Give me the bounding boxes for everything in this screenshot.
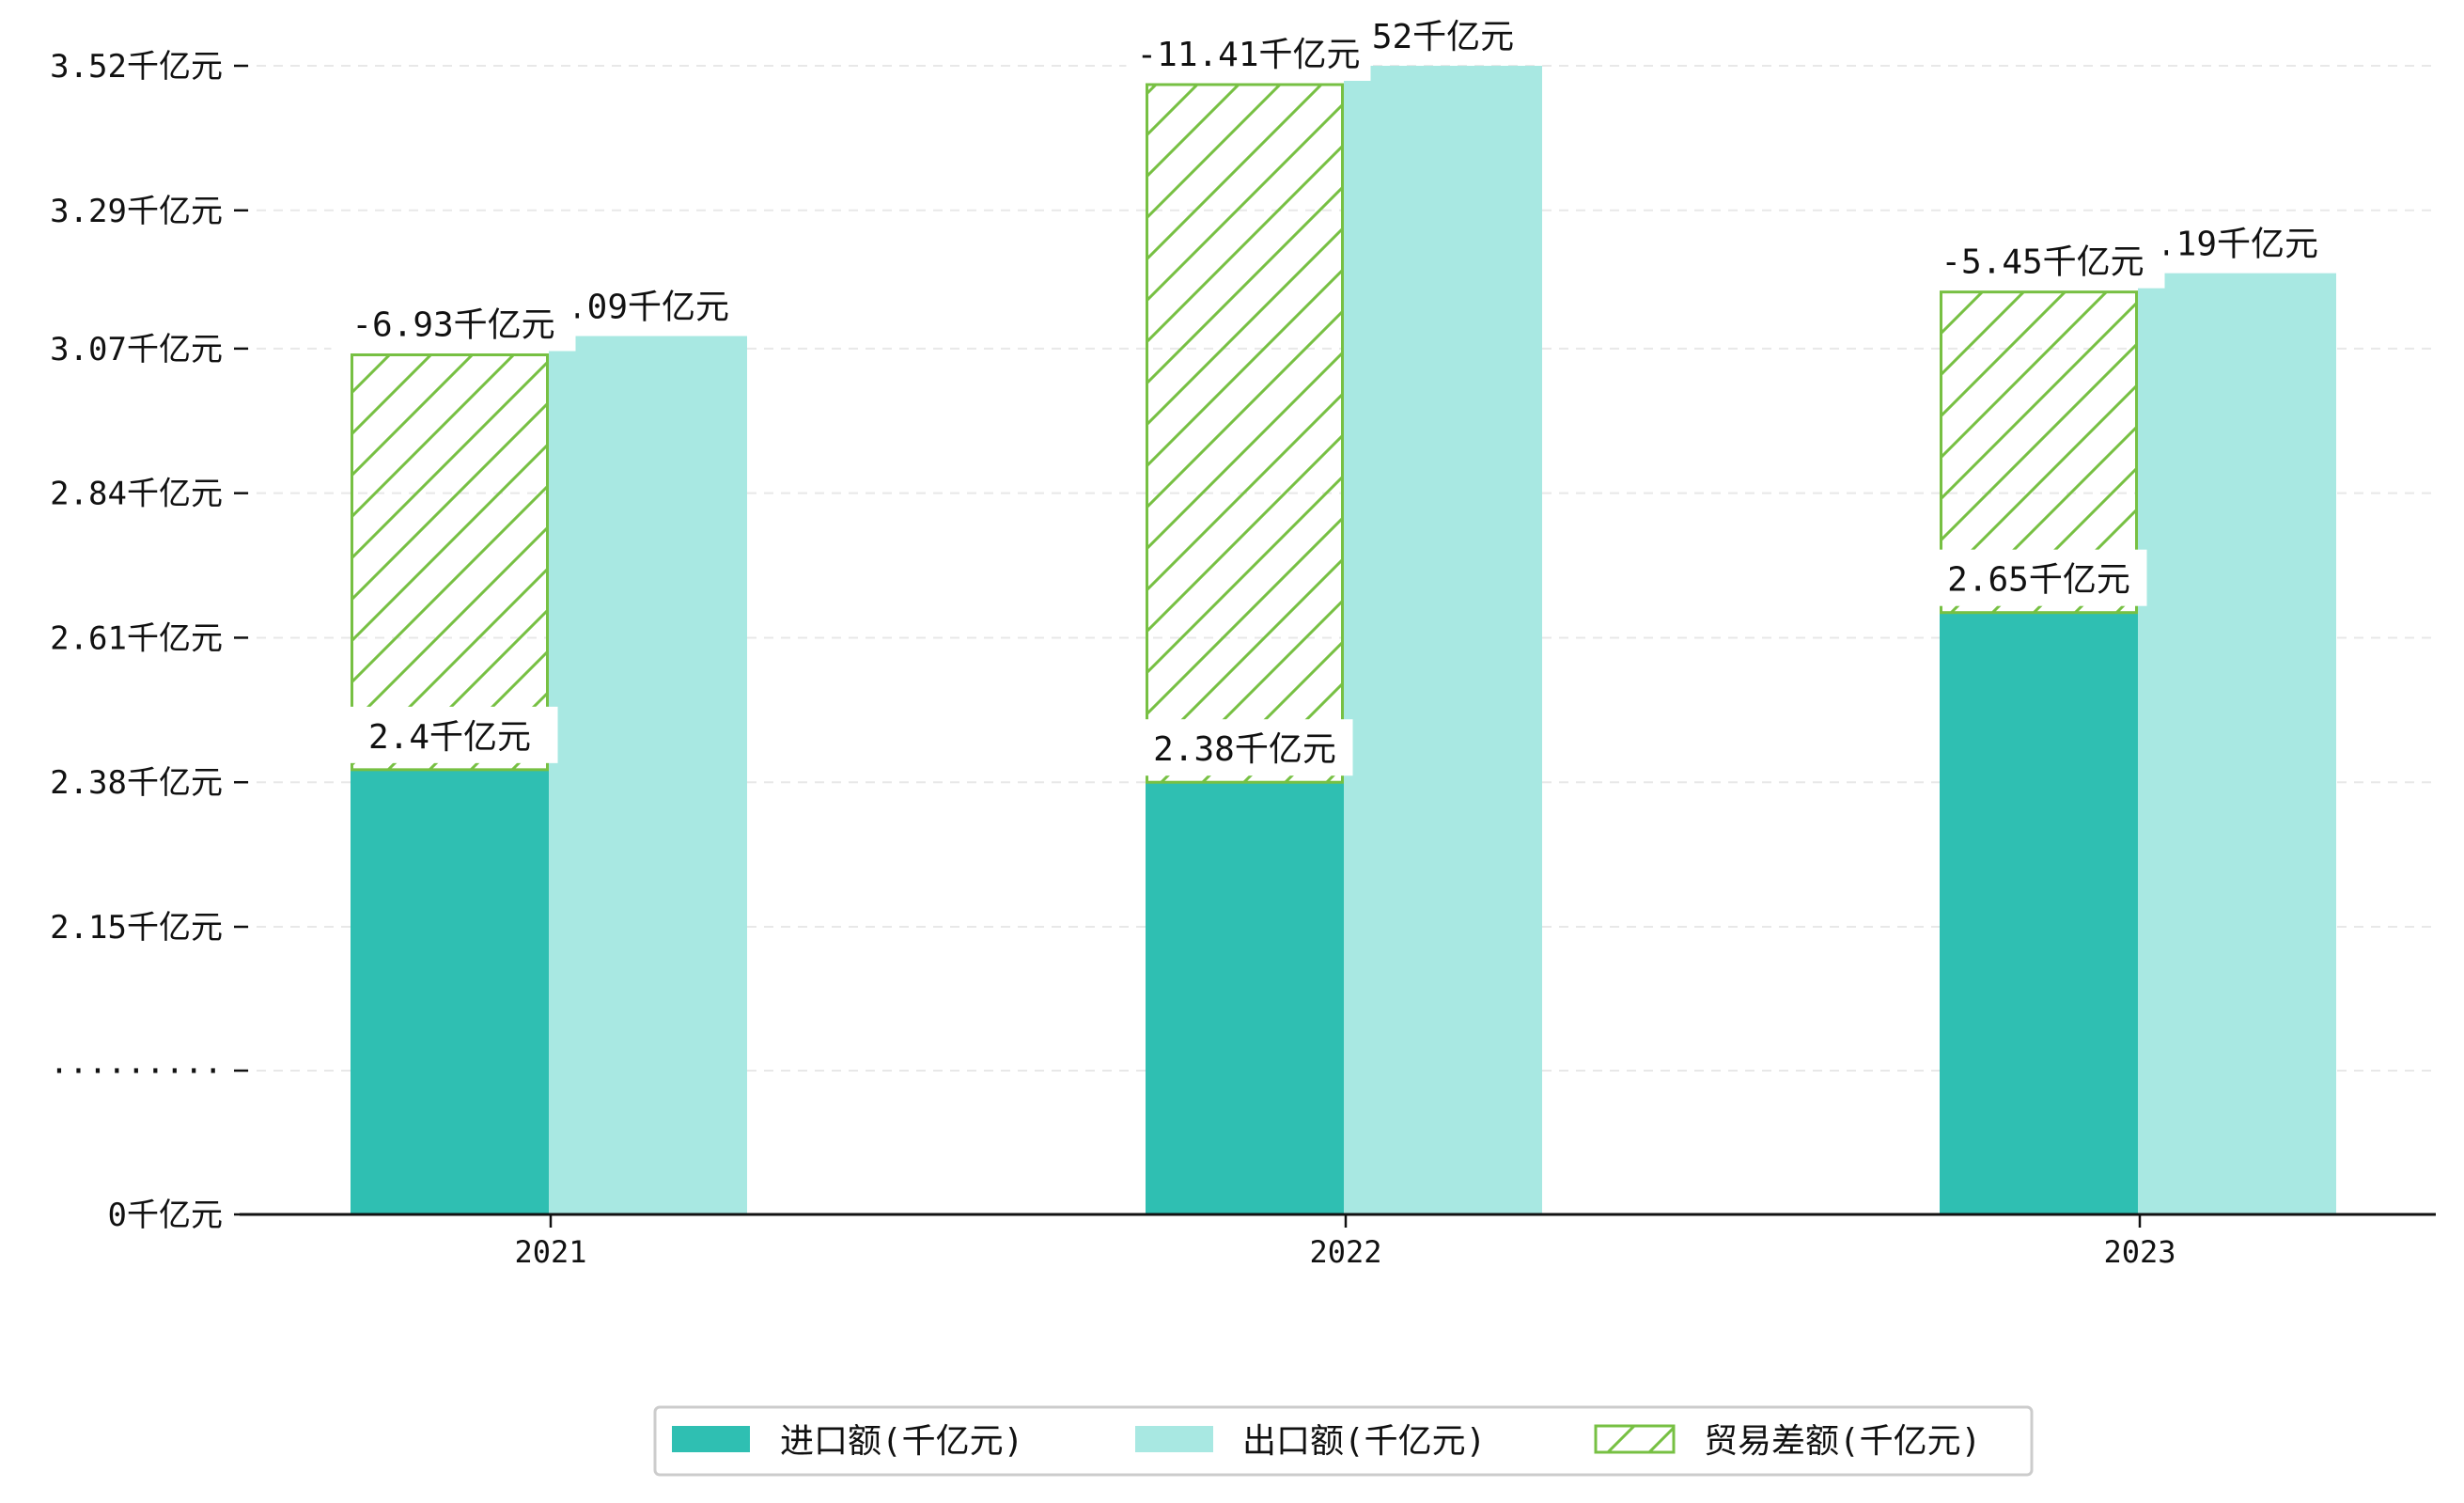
x-tick-label: 2023 (2103, 1234, 2175, 1270)
import-value-label-box (341, 706, 558, 763)
export-bar (1344, 66, 1542, 1214)
export-value-label: .19千亿元 (2156, 226, 2318, 264)
export-bar (2138, 273, 2336, 1214)
y-tick-label: 3.29千亿元 (50, 193, 223, 230)
legend-export-swatch (1135, 1426, 1213, 1452)
trade-balance-bar (1146, 83, 1344, 784)
balance-value-label-box (331, 294, 576, 352)
legend-balance-label: 贸易差额(千亿元) (1704, 1422, 1981, 1461)
y-tick-label: 2.84千亿元 (50, 476, 223, 513)
balance-value-label: -5.45千亿元 (1941, 243, 2144, 282)
balance-value-label-box (1126, 24, 1371, 81)
legend-frame (653, 1405, 2034, 1477)
y-tick-label: ········· (50, 1053, 223, 1090)
export-value-label-box (1349, 7, 1537, 63)
y-tick-label: 2.38千亿元 (50, 764, 223, 802)
y-axis: 3.52千亿元 3.29千亿元 3.07千亿元 2.84千亿元 2.61千亿元 2.38千… (50, 48, 248, 1234)
import-bar (1940, 612, 2138, 1214)
legend-import-swatch (672, 1426, 750, 1452)
import-value-label-box (1930, 549, 2147, 606)
y-tick-label: 3.52千亿元 (50, 48, 223, 86)
data-labels: .09千亿元 2.4千亿元 -6.93千亿元 52千亿元 2.38千亿元 -11.41千亿… (331, 7, 2331, 776)
import-bar (351, 769, 549, 1214)
x-tick-label: 2022 (1309, 1234, 1381, 1270)
y-tick-label: 3.07千亿元 (50, 331, 223, 368)
export-value-label: .09千亿元 (567, 289, 729, 327)
x-axis: 2021 2022 2023 (240, 1213, 2436, 1270)
legend-import-label: 进口额(千亿元) (780, 1422, 1023, 1461)
balance-value-label: -11.41千亿元 (1136, 36, 1360, 74)
export-value-label-box (2143, 213, 2331, 271)
bars-group (351, 66, 2336, 1214)
import-value-label: 2.38千亿元 (1153, 730, 1336, 769)
y-tick-label: 2.61千亿元 (50, 619, 223, 657)
balance-value-label: -6.93千亿元 (351, 306, 554, 345)
legend-export-label: 出口额(千亿元) (1242, 1422, 1486, 1461)
y-tick-label: 0千亿元 (108, 1197, 223, 1234)
balance-value-label-box (1920, 231, 2165, 289)
legend: 进口额(千亿元) 出口额(千亿元) 贸易差额(千亿元) (653, 1405, 2034, 1477)
export-bar (549, 336, 747, 1214)
import-value-label: 2.4千亿元 (368, 718, 531, 757)
x-tick-label: 2021 (514, 1234, 586, 1270)
legend-balance-swatch (1594, 1424, 1676, 1454)
export-value-label: 52千亿元 (1372, 18, 1514, 56)
import-bar (1146, 782, 1344, 1214)
export-value-label-box (554, 276, 742, 334)
import-value-label: 2.65千亿元 (1947, 561, 2130, 600)
trade-balance-bar (351, 353, 549, 772)
y-tick-label: 2.15千亿元 (50, 909, 223, 947)
import-value-label-box (1136, 719, 1353, 776)
